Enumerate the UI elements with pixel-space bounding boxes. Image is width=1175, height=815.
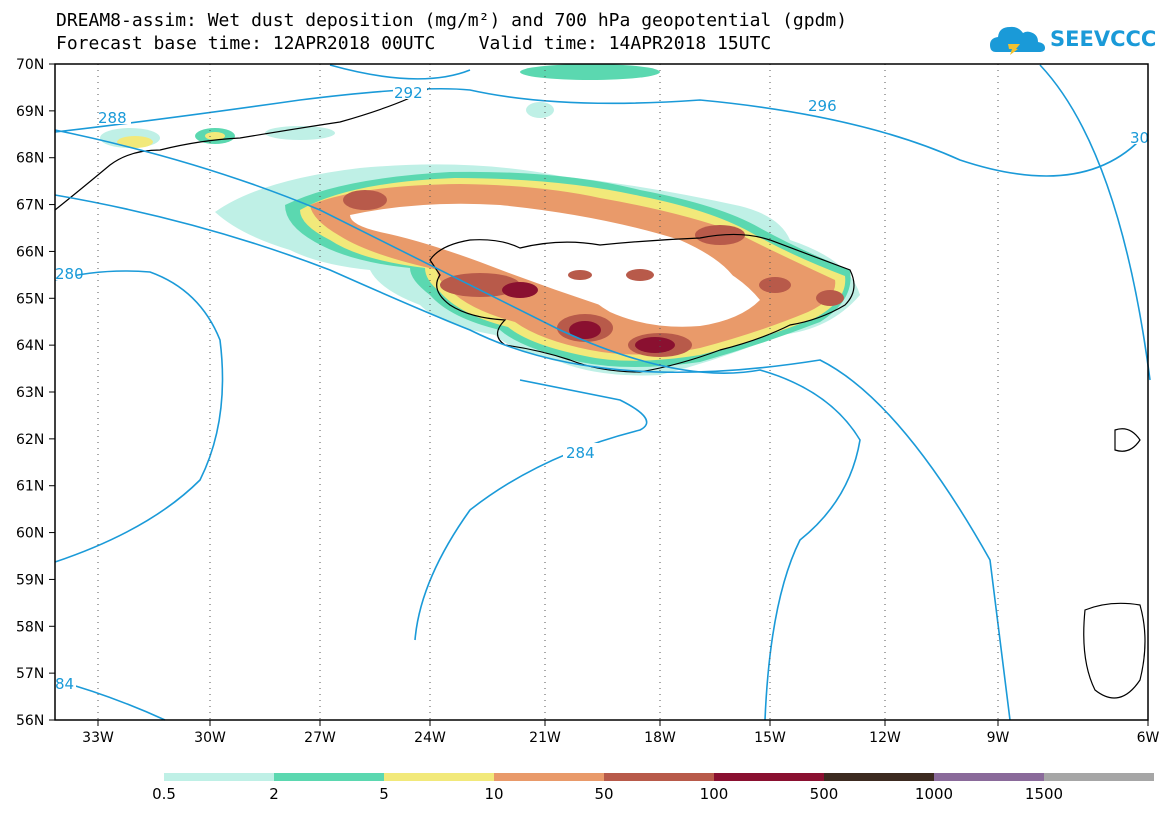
lat-label: 65N [16,291,44,307]
lat-label: 58N [16,619,44,635]
lon-label: 24W [414,730,446,746]
lon-label: 15W [754,730,786,746]
legend-label: 10 [484,785,503,803]
lat-label: 70N [16,57,44,73]
lon-label: 27W [304,730,336,746]
dust-deposition-field [100,64,860,376]
contour-label-284: 284 [566,444,595,462]
forecast-times: Forecast base time: 12APR2018 00UTC Vali… [56,33,772,54]
contour-label-296: 296 [808,97,837,115]
contour-labels: 288 292 296 30 280 284 84 [54,83,1150,693]
lon-label: 12W [869,730,901,746]
contour-label-280: 280 [55,265,84,283]
lon-label: 9W [987,730,1010,746]
color-legend: 0.5 2 5 10 50 100 500 1000 1500 [152,773,1154,803]
legend-label: 1000 [915,785,953,803]
lon-label: 18W [644,730,676,746]
longitude-labels: 33W 30W 27W 24W 21W 18W 15W 12W 9W 6W [82,730,1159,746]
legend-label: 100 [700,785,729,803]
lat-label: 69N [16,104,44,120]
legend-label: 0.5 [152,785,176,803]
legend-swatch [1044,773,1154,781]
graticule [97,64,999,720]
legend-swatch [274,773,384,781]
lon-label: 30W [194,730,226,746]
lat-label: 56N [16,713,44,729]
lat-label: 66N [16,244,44,260]
contour-label-84: 84 [55,675,74,693]
lat-label: 59N [16,572,44,588]
logo-text: SEEVCCC [1050,27,1157,51]
legend-swatch [384,773,494,781]
contour-label-288: 288 [98,109,127,127]
legend-swatch [714,773,824,781]
contour-label-292: 292 [394,84,423,102]
legend-swatch [824,773,934,781]
legend-label: 50 [594,785,613,803]
latitude-labels: 70N 69N 68N 67N 66N 65N 64N 63N 62N 61N 60N 59N 58N 5… [16,57,44,729]
lat-label: 61N [16,479,44,495]
lat-label: 63N [16,385,44,401]
lat-label: 64N [16,338,44,354]
coastlines [54,87,1146,699]
legend-swatch [934,773,1044,781]
chart-title: DREAM8-assim: Wet dust deposition (mg/m²… [56,10,848,31]
legend-label: 2 [269,785,279,803]
legend-label: 5 [379,785,389,803]
axis-ticks [49,63,1149,726]
legend-label: 1500 [1025,785,1063,803]
cloud-icon [990,26,1045,55]
lat-label: 68N [16,151,44,167]
geopotential-contours [54,64,1151,721]
legend-label: 500 [810,785,839,803]
contour-label-30: 30 [1130,129,1149,147]
lon-label: 33W [82,730,114,746]
lat-label: 57N [16,666,44,682]
legend-swatch [494,773,604,781]
lat-label: 67N [16,198,44,214]
lat-label: 62N [16,432,44,448]
legend-swatch [164,773,274,781]
lon-label: 21W [529,730,561,746]
lon-label: 6W [1137,730,1160,746]
lat-label: 60N [16,526,44,542]
legend-swatch [604,773,714,781]
map-frame [54,63,1149,721]
